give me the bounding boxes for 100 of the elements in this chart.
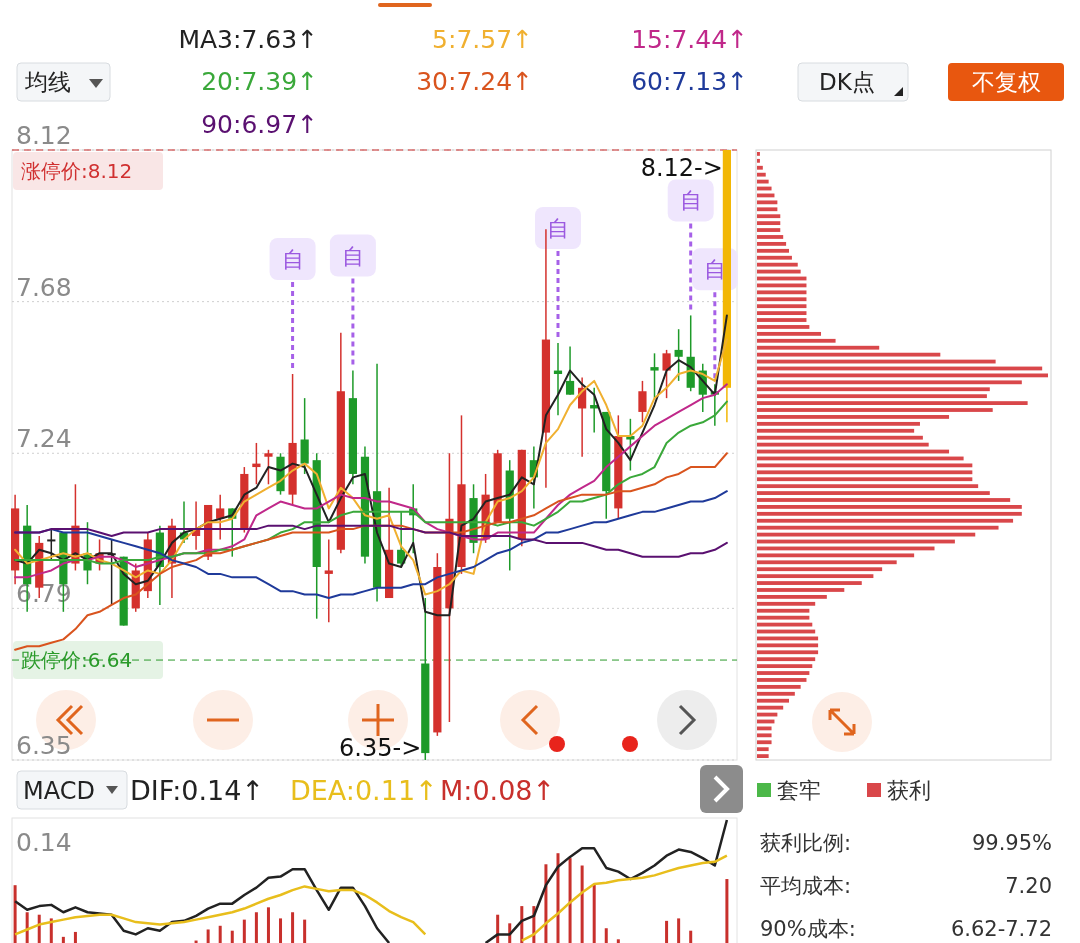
bar — [757, 435, 923, 440]
text: 套牢 — [777, 778, 821, 803]
annotation: 6.35-> — [339, 734, 422, 762]
bar — [757, 505, 1022, 509]
text: 90%成本: — [760, 917, 856, 941]
text: DIF:0.14↑ — [130, 775, 265, 806]
bar — [616, 939, 620, 943]
annotation: 8.12-> — [640, 154, 723, 182]
bar — [757, 581, 862, 585]
bar — [757, 650, 819, 655]
bar — [757, 574, 874, 579]
bar — [757, 705, 784, 710]
bar — [266, 907, 270, 943]
bar — [757, 214, 781, 219]
bar — [757, 664, 813, 669]
bar — [757, 207, 778, 212]
bar — [757, 657, 816, 662]
bar — [757, 401, 1028, 405]
bar — [757, 747, 769, 752]
text: 20:7.39↑ — [201, 67, 318, 96]
bar — [757, 318, 807, 322]
bar — [757, 671, 810, 675]
bar — [206, 929, 210, 943]
bar — [230, 930, 234, 943]
bar — [757, 470, 973, 475]
bar — [291, 912, 295, 943]
bar — [757, 477, 973, 482]
annotation: 自 — [703, 257, 726, 283]
bar — [757, 373, 1048, 378]
bar — [757, 228, 781, 232]
bar — [757, 442, 929, 447]
bar — [757, 553, 915, 558]
text: 获利比例: — [760, 831, 852, 855]
bar — [665, 920, 669, 943]
bar — [757, 262, 798, 267]
text: 30:7.24↑ — [416, 67, 533, 96]
bar — [757, 152, 760, 156]
bar — [757, 511, 1022, 516]
bar — [757, 221, 781, 226]
text: MA3:7.63↑ — [178, 25, 318, 54]
y-tick-label: 8.12 — [16, 121, 72, 150]
text: 7.20 — [1005, 874, 1052, 898]
bar — [218, 925, 222, 943]
text: 90:6.97↑ — [201, 110, 318, 139]
bar — [677, 918, 681, 943]
bar — [254, 912, 258, 943]
bar — [757, 158, 760, 163]
text: 6.62-7.72 — [950, 917, 1052, 941]
bar — [757, 588, 845, 592]
bar — [757, 304, 807, 309]
bar — [73, 931, 77, 943]
bar — [25, 912, 29, 943]
bar — [757, 352, 941, 357]
ref-line-label: 跌停价:6.64 — [21, 648, 133, 673]
bar — [303, 919, 307, 943]
chart-title: MACD — [23, 777, 95, 805]
text: DK点 — [819, 69, 875, 95]
bar — [757, 200, 778, 205]
bar — [757, 248, 790, 253]
bar — [757, 290, 807, 295]
annotation: 自 — [341, 243, 364, 269]
y-tick-label: 7.68 — [16, 272, 72, 302]
bar — [757, 691, 795, 696]
bar — [49, 918, 53, 943]
bar — [757, 740, 772, 745]
bar — [757, 608, 810, 613]
bar — [757, 338, 836, 343]
bar — [757, 525, 999, 530]
bar — [580, 865, 584, 943]
legend-label: 获利 — [887, 778, 931, 803]
bar — [757, 532, 976, 537]
bar — [757, 380, 1022, 385]
bar — [757, 560, 897, 565]
bar — [242, 919, 246, 943]
bar — [757, 484, 979, 489]
bar — [592, 883, 596, 943]
annotation: 自 — [281, 247, 304, 273]
bar — [757, 394, 987, 399]
bar — [757, 415, 950, 419]
bar — [757, 643, 819, 648]
bar — [757, 428, 915, 433]
bar — [757, 297, 807, 302]
bar — [757, 684, 801, 689]
bar — [757, 733, 772, 738]
bar — [757, 518, 1014, 523]
bar — [757, 331, 822, 336]
bar — [757, 241, 787, 246]
bar — [568, 858, 572, 943]
bar — [757, 491, 990, 495]
bar — [757, 235, 784, 239]
y-tick-label: 6.35 — [16, 731, 72, 760]
series-label: M:0.08↑ — [440, 775, 556, 806]
bar — [556, 853, 560, 943]
bar — [757, 754, 769, 758]
bar — [279, 918, 283, 943]
bar — [757, 165, 763, 170]
text: DEA:0.11↑ — [290, 775, 438, 806]
bar — [757, 463, 973, 468]
bar — [757, 601, 816, 606]
bar — [725, 879, 729, 943]
